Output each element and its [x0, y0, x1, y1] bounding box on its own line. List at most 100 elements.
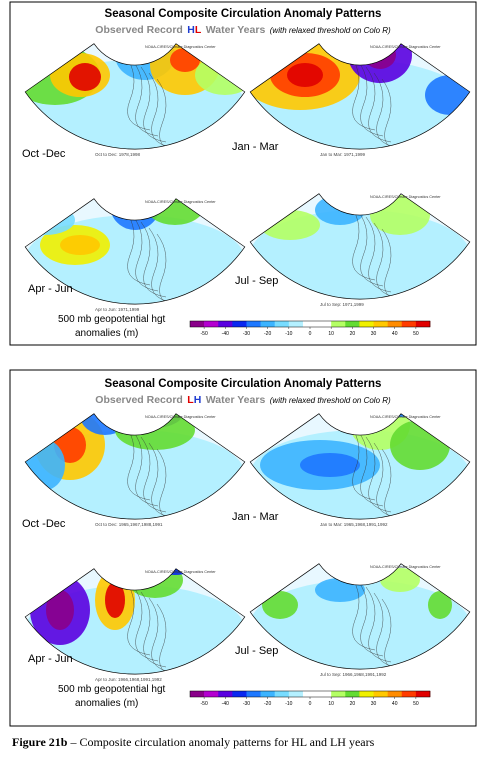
colorbar-tick-label: -50: [201, 701, 208, 707]
colorbar-swatch: [359, 321, 374, 327]
coastline: [357, 580, 384, 657]
coastline: [373, 222, 400, 299]
subtitle-prefix: Observed Record: [95, 394, 183, 406]
colorbar-swatch: [415, 691, 431, 697]
colorbar-tick-label: -40: [222, 331, 229, 337]
map-caption: Apr to Jun: 1966,1968,1991,1992: [95, 677, 162, 682]
coastline: [381, 448, 408, 520]
colorbar-swatch: [373, 691, 388, 697]
colorbar-tick-label: -20: [264, 701, 271, 707]
coastline: [365, 586, 392, 663]
colorbar-swatch: [401, 691, 417, 697]
coastline: [365, 216, 392, 293]
season-label: Jan - Mar: [232, 141, 279, 153]
colorbar-swatch: [274, 321, 290, 327]
coastline: [357, 430, 384, 507]
map-caption: Jan to Mar: 1971,1999: [320, 152, 366, 157]
anomaly-blob: [69, 63, 101, 91]
coastline: [349, 574, 376, 651]
coastline: [124, 54, 151, 131]
colorbar-tick-label: 30: [371, 331, 377, 337]
coastline: [349, 424, 376, 501]
map-caption: Oct to Dec: 1965,1967,1988,1991: [95, 522, 163, 527]
colorbar-tick-label: 20: [350, 331, 356, 337]
colorbar-swatch: [331, 691, 346, 697]
coastline: [373, 592, 400, 669]
subtitle-second: L: [195, 24, 202, 36]
colorbar-swatch: [246, 321, 261, 327]
map-caption: Apr to Jun: 1971,1999: [95, 307, 140, 312]
colorbar-tick-label: 10: [328, 701, 334, 707]
colorbar-swatch: [288, 691, 304, 697]
coastline: [365, 66, 392, 143]
colorbar-tick-label: 20: [350, 701, 356, 707]
colorbar-tick-label: -10: [285, 331, 292, 337]
colorbar-tick-label: -30: [243, 701, 250, 707]
map-caption: Jul to Sep: 1966,1968,1991,1992: [320, 672, 387, 677]
map-outline: [249, 43, 471, 150]
anomaly-blob: [428, 591, 452, 619]
coastline: [132, 60, 159, 137]
colorbar-tick-label: 40: [392, 701, 398, 707]
map-outline: [24, 43, 246, 150]
coastline: [373, 72, 400, 149]
map-outline: [249, 563, 471, 670]
season-label: Jul - Sep: [235, 275, 278, 287]
colorbar-swatch: [246, 691, 261, 697]
colorbar-swatch: [232, 691, 247, 697]
colorbar-swatch: [190, 691, 205, 697]
colorbar-swatch: [302, 691, 318, 697]
colorbar-swatch: [387, 321, 403, 327]
panel-subtitle: Observed Record HL Water Years (with rel…: [95, 20, 391, 37]
legend-label: anomalies (m): [75, 328, 138, 339]
colorbar-swatch: [331, 321, 346, 327]
colorbar-tick-label: 10: [328, 331, 334, 337]
colorbar-swatch: [345, 691, 360, 697]
colorbar-tick-label: 30: [371, 701, 377, 707]
coastline: [148, 72, 175, 149]
map-outline: [24, 198, 246, 305]
map-outline: [24, 413, 246, 520]
colorbar-swatch: [204, 321, 219, 327]
colorbar-swatch: [232, 321, 247, 327]
colorbar-swatch: [401, 321, 417, 327]
coastline: [124, 579, 151, 656]
colorbar-swatch: [345, 321, 360, 327]
map-outline: [249, 193, 471, 300]
colorbar-tick-label: -50: [201, 331, 208, 337]
map-outline: [24, 568, 246, 675]
season-label: Oct -Dec: [22, 518, 66, 530]
season-label: Apr - Jun: [28, 283, 73, 295]
map-credit: NOAA-CIRES/Climate Diagnostics Center: [145, 45, 216, 49]
map-credit: NOAA-CIRES/Climate Diagnostics Center: [370, 195, 441, 199]
coastline: [381, 598, 408, 670]
colorbar-swatch: [260, 321, 276, 327]
coastline: [132, 215, 159, 292]
anomaly-blob: [105, 582, 125, 618]
coastline: [148, 227, 175, 304]
legend-label: anomalies (m): [75, 698, 138, 709]
anomaly-blob: [300, 453, 360, 477]
coastline: [365, 436, 392, 513]
colorbar-tick-label: -40: [222, 701, 229, 707]
subtitle-prefix: Observed Record: [95, 24, 183, 36]
coastline: [349, 204, 376, 281]
coastline: [148, 442, 175, 519]
panel-title: Seasonal Composite Circulation Anomaly P…: [105, 8, 382, 20]
coastline: [156, 448, 183, 520]
subtitle-first: H: [187, 24, 195, 36]
map-caption: Jul to Sep: 1971,1999: [320, 302, 364, 307]
coastline: [357, 60, 384, 137]
season-label: Apr - Jun: [28, 653, 73, 665]
coastline: [132, 585, 159, 662]
colorbar-tick-label: -30: [243, 331, 250, 337]
coastline: [357, 210, 384, 287]
colorbar-swatch: [260, 691, 276, 697]
coastline: [156, 603, 183, 675]
anomaly-blob: [287, 63, 323, 87]
colorbar-swatch: [288, 321, 304, 327]
coastline: [148, 597, 175, 674]
coastline: [373, 442, 400, 519]
colorbar-swatch: [218, 691, 233, 697]
